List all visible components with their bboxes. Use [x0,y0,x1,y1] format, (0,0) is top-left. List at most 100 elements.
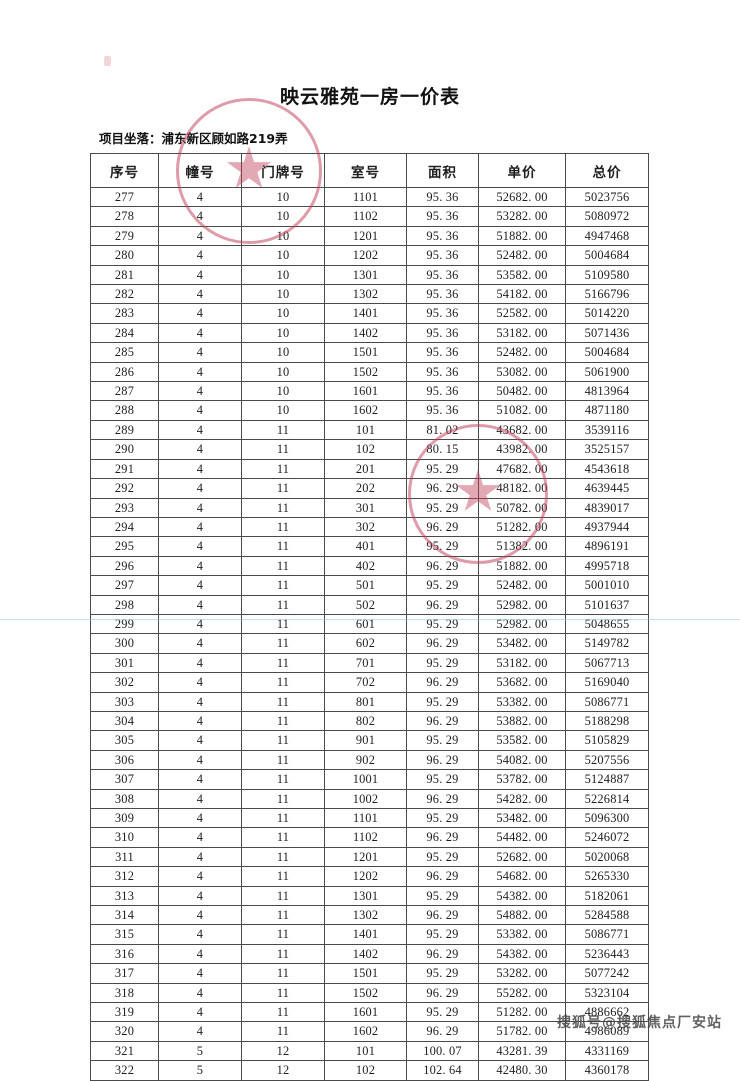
table-row: 317 4 11 1501 95. 29 53282. 00 5077242 [90,963,649,984]
table-cell: 1402 [324,322,407,344]
table-cell: 95. 36 [406,245,479,266]
table-row: 319 4 11 1601 95. 29 51282. 00 4886662 [90,1002,649,1023]
table-cell: 95. 36 [406,400,479,421]
page-title: 映云雅苑一房一价表 [279,86,460,108]
column-header: 室号 [324,153,407,188]
table-row: 298 4 11 502 96. 29 52982. 00 5101637 [90,594,649,615]
table-cell: 53382. 00 [478,691,566,712]
table-row: 281 4 10 1301 95. 36 53582. 00 5109580 [90,264,649,286]
table-cell: 95. 29 [406,575,479,596]
table-cell: 5 [158,1040,242,1062]
column-header: 幢号 [158,153,242,188]
table-cell: 5080972 [565,206,649,227]
table-cell: 322 [90,1060,159,1081]
table-cell: 308 [90,788,159,810]
table-cell: 42480. 30 [478,1060,566,1081]
table-cell: 319 [90,1002,159,1023]
table-cell: 601 [324,613,407,635]
table-cell: 51282. 00 [478,516,566,538]
table-cell: 310 [90,827,159,848]
table-cell: 901 [324,730,407,751]
table-cell: 5105829 [565,730,649,751]
table-cell: 53582. 00 [478,730,566,751]
table-cell: 4 [158,303,242,324]
table-cell: 54182. 00 [478,284,566,305]
table-cell: 702 [324,672,407,693]
table-cell: 1001 [324,769,407,790]
table-cell: 4 [158,943,242,965]
table-cell: 11 [241,885,325,907]
table-cell: 51882. 00 [478,555,566,577]
table-cell: 1102 [324,827,407,848]
table-cell: 5004684 [565,245,649,266]
table-cell: 5096300 [565,807,649,829]
table-cell: 95. 36 [406,322,479,344]
table-cell: 10 [241,225,325,247]
table-cell: 4 [158,186,242,208]
table-cell: 53382. 00 [478,924,566,945]
table-cell: 102. 64 [406,1060,479,1081]
table-cell: 5109580 [565,264,649,286]
table-cell: 317 [90,963,159,984]
table-cell: 102 [324,1060,407,1081]
table-cell: 11 [241,807,325,829]
table-cell: 4 [158,982,242,1004]
table-cell: 1401 [324,303,407,324]
table-cell: 4 [158,419,242,441]
table-cell: 5188298 [565,710,649,732]
table-cell: 314 [90,905,159,926]
footer-watermark: 搜狐号@搜狐焦点厂安站 [557,1015,722,1031]
table-cell: 4 [158,672,242,693]
table-cell: 5067713 [565,652,649,674]
table-cell: 296 [90,555,159,577]
table-cell: 5323104 [565,982,649,1004]
table-cell: 302 [324,516,407,538]
table-cell: 4886662 [565,1002,649,1023]
table-cell: 4839017 [565,497,649,518]
table-cell: 5226814 [565,788,649,810]
table-row: 287 4 10 1601 95. 36 50482. 00 4813964 [90,381,649,402]
table-cell: 11 [241,963,325,984]
table-cell: 300 [90,633,159,654]
table-cell: 101 [324,1040,407,1062]
table-cell: 602 [324,633,407,654]
table-cell: 316 [90,943,159,965]
table-cell: 305 [90,730,159,751]
table-row: 310 4 11 1102 96. 29 54482. 00 5246072 [90,827,649,848]
table-cell: 4 [158,652,242,674]
table-cell: 1502 [324,982,407,1004]
table-cell: 11 [241,982,325,1004]
table-cell: 5246072 [565,827,649,848]
table-cell: 5207556 [565,749,649,771]
table-cell: 50482. 00 [478,381,566,402]
table-cell: 11 [241,439,325,460]
table-cell: 289 [90,419,159,441]
table-cell: 280 [90,245,159,266]
table-cell: 4 [158,284,242,305]
table-cell: 11 [241,478,325,499]
table-cell: 4 [158,555,242,577]
table-cell: 10 [241,206,325,227]
table-row: 312 4 11 1202 96. 29 54682. 00 5265330 [90,866,649,887]
table-row: 292 4 11 202 96. 29 48182. 00 4639445 [90,478,649,499]
table-cell: 5077242 [565,963,649,984]
table-cell: 306 [90,749,159,771]
table-cell: 95. 29 [406,807,479,829]
table-row: 294 4 11 302 96. 29 51282. 00 4937944 [90,516,649,538]
table-row: 318 4 11 1502 96. 29 55282. 00 5323104 [90,982,649,1004]
table-cell: 902 [324,749,407,771]
table-header-row: 序号 幢号 门牌号 室号 面积 单价 总价 [90,153,649,188]
table-row: 278 4 10 1102 95. 36 53282. 00 5080972 [90,206,649,227]
table-cell: 4947468 [565,225,649,247]
table-cell: 4 [158,439,242,460]
table-cell: 1601 [324,1002,407,1023]
column-header: 门牌号 [241,153,325,188]
table-cell: 51882. 00 [478,225,566,247]
table-cell: 48182. 00 [478,478,566,499]
table-cell: 11 [241,866,325,887]
table-cell: 4360178 [565,1060,649,1081]
table-row: 308 4 11 1002 96. 29 54282. 00 5226814 [90,788,649,810]
table-cell: 95. 36 [406,186,479,208]
table-cell: 52682. 00 [478,186,566,208]
table-cell: 3525157 [565,439,649,460]
